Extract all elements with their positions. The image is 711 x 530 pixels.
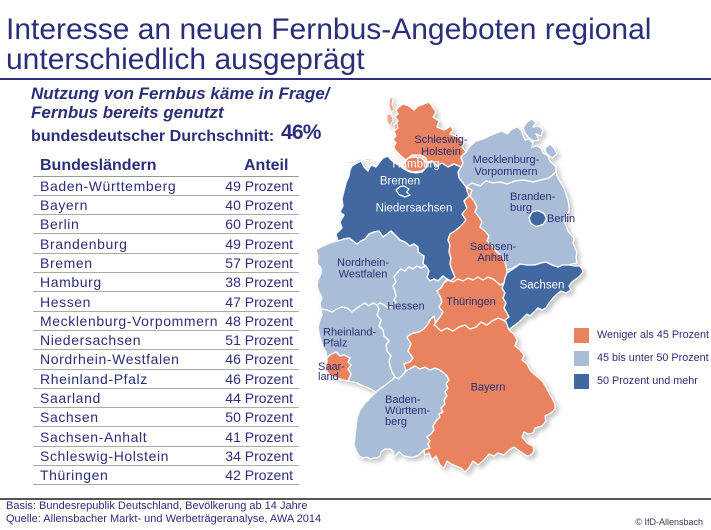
svg-text:Anhalt: Anhalt [477, 252, 508, 264]
svg-text:land: land [318, 371, 339, 383]
svg-text:berg: berg [385, 416, 407, 428]
svg-text:Westfalen: Westfalen [339, 269, 388, 281]
svg-text:Sachsen: Sachsen [520, 280, 565, 292]
svg-text:Berlin: Berlin [547, 213, 575, 225]
svg-text:Branden-: Branden- [510, 191, 556, 203]
svg-text:Thüringen: Thüringen [446, 296, 496, 308]
svg-text:Rheinland-: Rheinland- [323, 327, 377, 339]
svg-text:burg: burg [510, 202, 532, 214]
svg-text:Niedersachsen: Niedersachsen [376, 203, 453, 215]
svg-text:Nordrhein-: Nordrhein- [337, 257, 389, 269]
svg-text:Schleswig-: Schleswig- [414, 134, 468, 146]
svg-text:Bremen: Bremen [380, 176, 420, 188]
svg-text:Saar-: Saar- [318, 361, 345, 373]
svg-text:Hamburg: Hamburg [392, 159, 439, 171]
svg-text:Pfalz: Pfalz [323, 338, 347, 350]
svg-text:Hessen: Hessen [387, 301, 424, 313]
svg-text:Bayern: Bayern [471, 382, 506, 394]
svg-text:Vorpommern: Vorpommern [475, 166, 538, 178]
svg-text:Baden-: Baden- [385, 394, 421, 406]
svg-text:Württem-: Württem- [385, 405, 431, 417]
svg-text:Holstein: Holstein [421, 146, 461, 158]
svg-text:Mecklenburg-: Mecklenburg- [473, 154, 540, 166]
svg-text:Sachsen-: Sachsen- [470, 241, 517, 253]
